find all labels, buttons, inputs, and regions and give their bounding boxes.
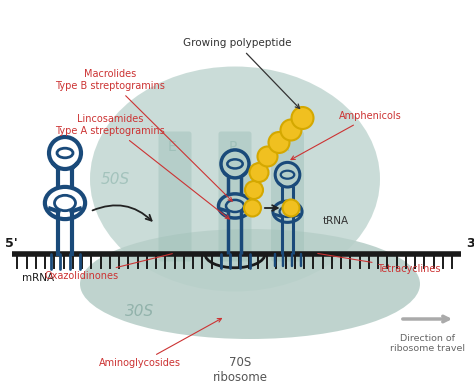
Circle shape bbox=[249, 163, 268, 182]
Ellipse shape bbox=[80, 229, 420, 339]
Text: E: E bbox=[168, 140, 177, 154]
Ellipse shape bbox=[90, 67, 380, 291]
Circle shape bbox=[283, 200, 300, 217]
FancyBboxPatch shape bbox=[271, 131, 304, 261]
Text: 3': 3' bbox=[466, 237, 474, 250]
Text: 30S: 30S bbox=[126, 304, 155, 319]
Text: A: A bbox=[280, 140, 290, 154]
Text: Lincosamides
Type A streptogramins: Lincosamides Type A streptogramins bbox=[55, 114, 229, 219]
Text: Growing polypeptide: Growing polypeptide bbox=[183, 39, 300, 109]
Text: Aminoglycosides: Aminoglycosides bbox=[99, 319, 221, 368]
Text: Macrolides
Type B streptogramins: Macrolides Type B streptogramins bbox=[55, 69, 232, 201]
FancyBboxPatch shape bbox=[158, 131, 191, 261]
Text: 70S
ribosome: 70S ribosome bbox=[212, 356, 267, 384]
Circle shape bbox=[245, 181, 263, 199]
Text: Amphenicols: Amphenicols bbox=[291, 111, 401, 159]
Circle shape bbox=[244, 200, 261, 217]
Circle shape bbox=[281, 119, 301, 140]
Text: Oxazolidinones: Oxazolidinones bbox=[45, 254, 173, 281]
Text: Direction of
ribosome travel: Direction of ribosome travel bbox=[390, 334, 465, 353]
Text: mRNA: mRNA bbox=[22, 273, 55, 283]
Text: tRNA: tRNA bbox=[322, 217, 348, 226]
Text: P: P bbox=[228, 140, 237, 154]
Text: Tetracyclines: Tetracyclines bbox=[318, 254, 441, 273]
Text: 5': 5' bbox=[5, 237, 18, 250]
Circle shape bbox=[268, 132, 290, 153]
Circle shape bbox=[292, 107, 313, 129]
Circle shape bbox=[257, 147, 277, 166]
Text: 50S: 50S bbox=[100, 172, 129, 186]
FancyBboxPatch shape bbox=[219, 131, 252, 261]
